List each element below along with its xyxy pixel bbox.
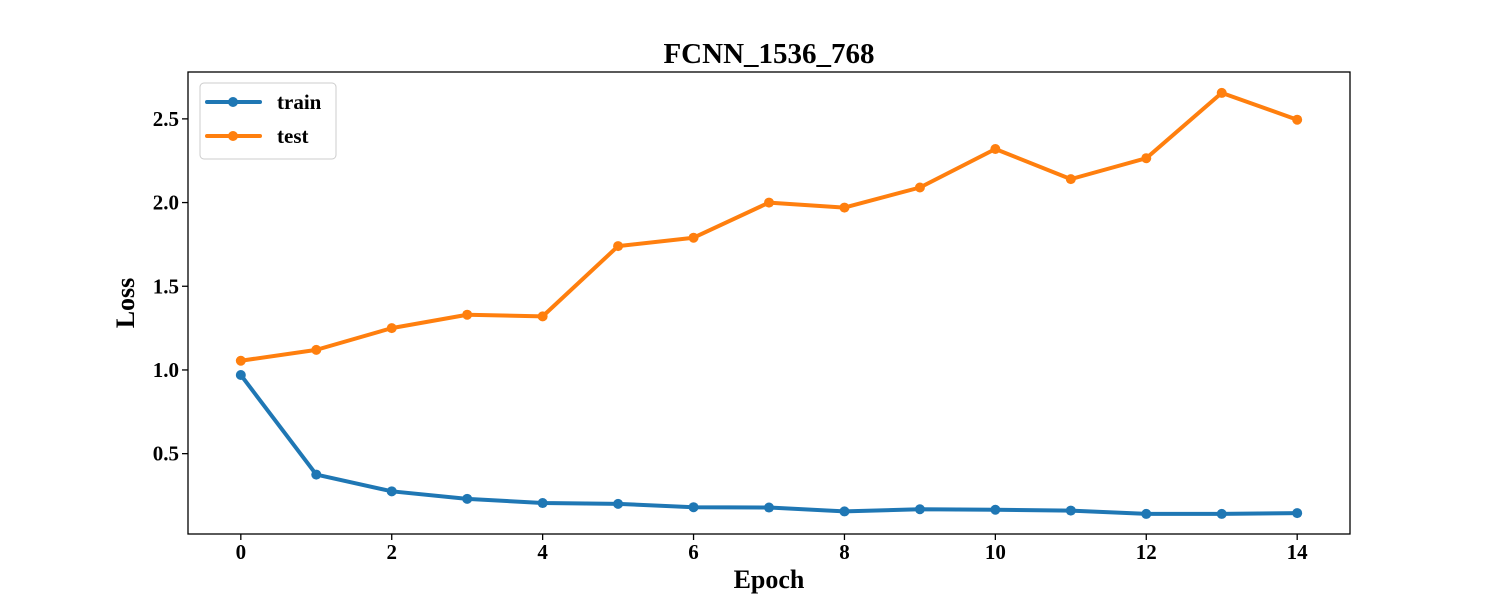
data-point-test bbox=[235, 355, 246, 366]
data-point-train bbox=[1065, 505, 1076, 516]
y-axis: 0.5 1.0 1.5 2.0 2.5 bbox=[153, 107, 188, 466]
legend-marker-train bbox=[228, 97, 238, 107]
x-tick-label: 10 bbox=[985, 540, 1006, 564]
data-point-test bbox=[688, 232, 699, 243]
data-point-train bbox=[235, 369, 246, 380]
legend: train test bbox=[199, 82, 337, 160]
data-point-test bbox=[839, 202, 850, 213]
data-point-test bbox=[386, 323, 397, 334]
plot-frame bbox=[187, 71, 1351, 535]
data-point-train bbox=[1216, 508, 1227, 519]
y-tick-label: 1.0 bbox=[153, 358, 179, 382]
x-tick-label: 2 bbox=[386, 540, 397, 564]
y-tick-label: 1.5 bbox=[153, 274, 179, 298]
data-point-train bbox=[613, 498, 624, 509]
legend-label-train: train bbox=[277, 90, 322, 114]
data-point-train bbox=[990, 504, 1001, 515]
chart-title: FCNN_1536_768 bbox=[663, 38, 874, 70]
x-axis: 0 2 4 6 8 10 12 14 bbox=[236, 534, 1309, 564]
legend-marker-test bbox=[228, 131, 238, 141]
legend-label-test: test bbox=[277, 124, 308, 148]
x-tick-label: 12 bbox=[1136, 540, 1157, 564]
data-point-train bbox=[462, 493, 473, 504]
data-point-test bbox=[1292, 114, 1303, 125]
data-point-test bbox=[537, 311, 548, 322]
data-point-train bbox=[688, 502, 699, 513]
data-point-test bbox=[1216, 87, 1227, 98]
series-line-test bbox=[238, 90, 1300, 363]
data-point-train bbox=[1141, 508, 1152, 519]
x-tick-label: 0 bbox=[236, 540, 247, 564]
data-point-train bbox=[537, 498, 548, 509]
plot-area bbox=[235, 87, 1303, 519]
data-point-train bbox=[764, 502, 774, 513]
data-point-train bbox=[1292, 508, 1303, 519]
y-tick-label: 2.5 bbox=[153, 107, 179, 131]
y-axis-label: Loss bbox=[111, 278, 140, 329]
data-point-test bbox=[613, 241, 624, 252]
data-point-train bbox=[914, 504, 925, 515]
data-point-test bbox=[311, 344, 322, 355]
data-point-train bbox=[311, 469, 322, 480]
x-tick-label: 4 bbox=[537, 540, 548, 564]
x-axis-label: Epoch bbox=[734, 565, 805, 594]
y-tick-label: 0.5 bbox=[153, 442, 179, 466]
data-point-test bbox=[914, 182, 925, 193]
data-point-test bbox=[990, 144, 1001, 154]
y-tick-label: 2.0 bbox=[153, 191, 179, 215]
x-tick-label: 14 bbox=[1287, 540, 1309, 564]
data-point-train bbox=[386, 486, 397, 497]
data-point-train bbox=[839, 506, 850, 517]
x-tick-label: 8 bbox=[839, 540, 850, 564]
data-point-test bbox=[1141, 153, 1152, 164]
series-line-train bbox=[238, 372, 1300, 516]
x-tick-label: 6 bbox=[688, 540, 699, 564]
data-point-test bbox=[1065, 174, 1076, 185]
data-point-test bbox=[764, 197, 774, 208]
data-point-test bbox=[462, 309, 473, 320]
